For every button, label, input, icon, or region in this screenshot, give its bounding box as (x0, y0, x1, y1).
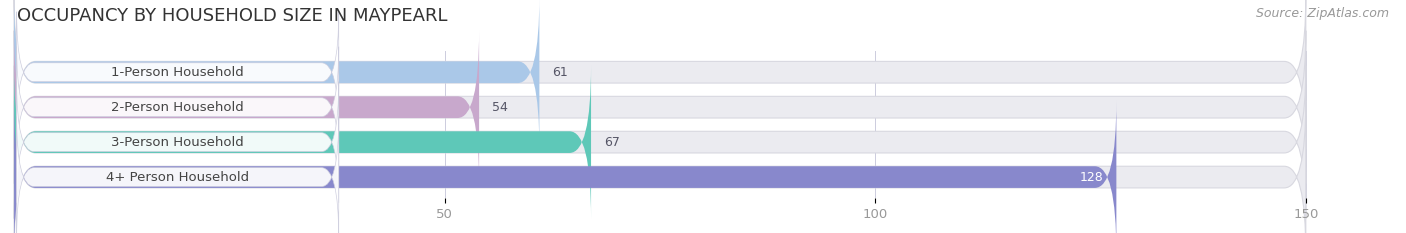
FancyBboxPatch shape (17, 47, 339, 168)
FancyBboxPatch shape (14, 100, 1116, 233)
FancyBboxPatch shape (14, 31, 1306, 184)
FancyBboxPatch shape (14, 66, 1306, 219)
FancyBboxPatch shape (17, 116, 339, 233)
Text: Source: ZipAtlas.com: Source: ZipAtlas.com (1256, 7, 1389, 20)
Text: 61: 61 (553, 66, 568, 79)
FancyBboxPatch shape (17, 82, 339, 202)
FancyBboxPatch shape (14, 100, 1306, 233)
FancyBboxPatch shape (14, 31, 479, 184)
FancyBboxPatch shape (14, 0, 1306, 149)
Text: OCCUPANCY BY HOUSEHOLD SIZE IN MAYPEARL: OCCUPANCY BY HOUSEHOLD SIZE IN MAYPEARL (17, 7, 447, 25)
Text: 67: 67 (605, 136, 620, 149)
Text: 4+ Person Household: 4+ Person Household (105, 171, 249, 184)
FancyBboxPatch shape (14, 66, 591, 219)
Text: 2-Person Household: 2-Person Household (111, 101, 245, 114)
FancyBboxPatch shape (14, 0, 540, 149)
FancyBboxPatch shape (17, 12, 339, 133)
Text: 3-Person Household: 3-Person Household (111, 136, 245, 149)
Text: 1-Person Household: 1-Person Household (111, 66, 245, 79)
Text: 54: 54 (492, 101, 508, 114)
Text: 128: 128 (1080, 171, 1104, 184)
